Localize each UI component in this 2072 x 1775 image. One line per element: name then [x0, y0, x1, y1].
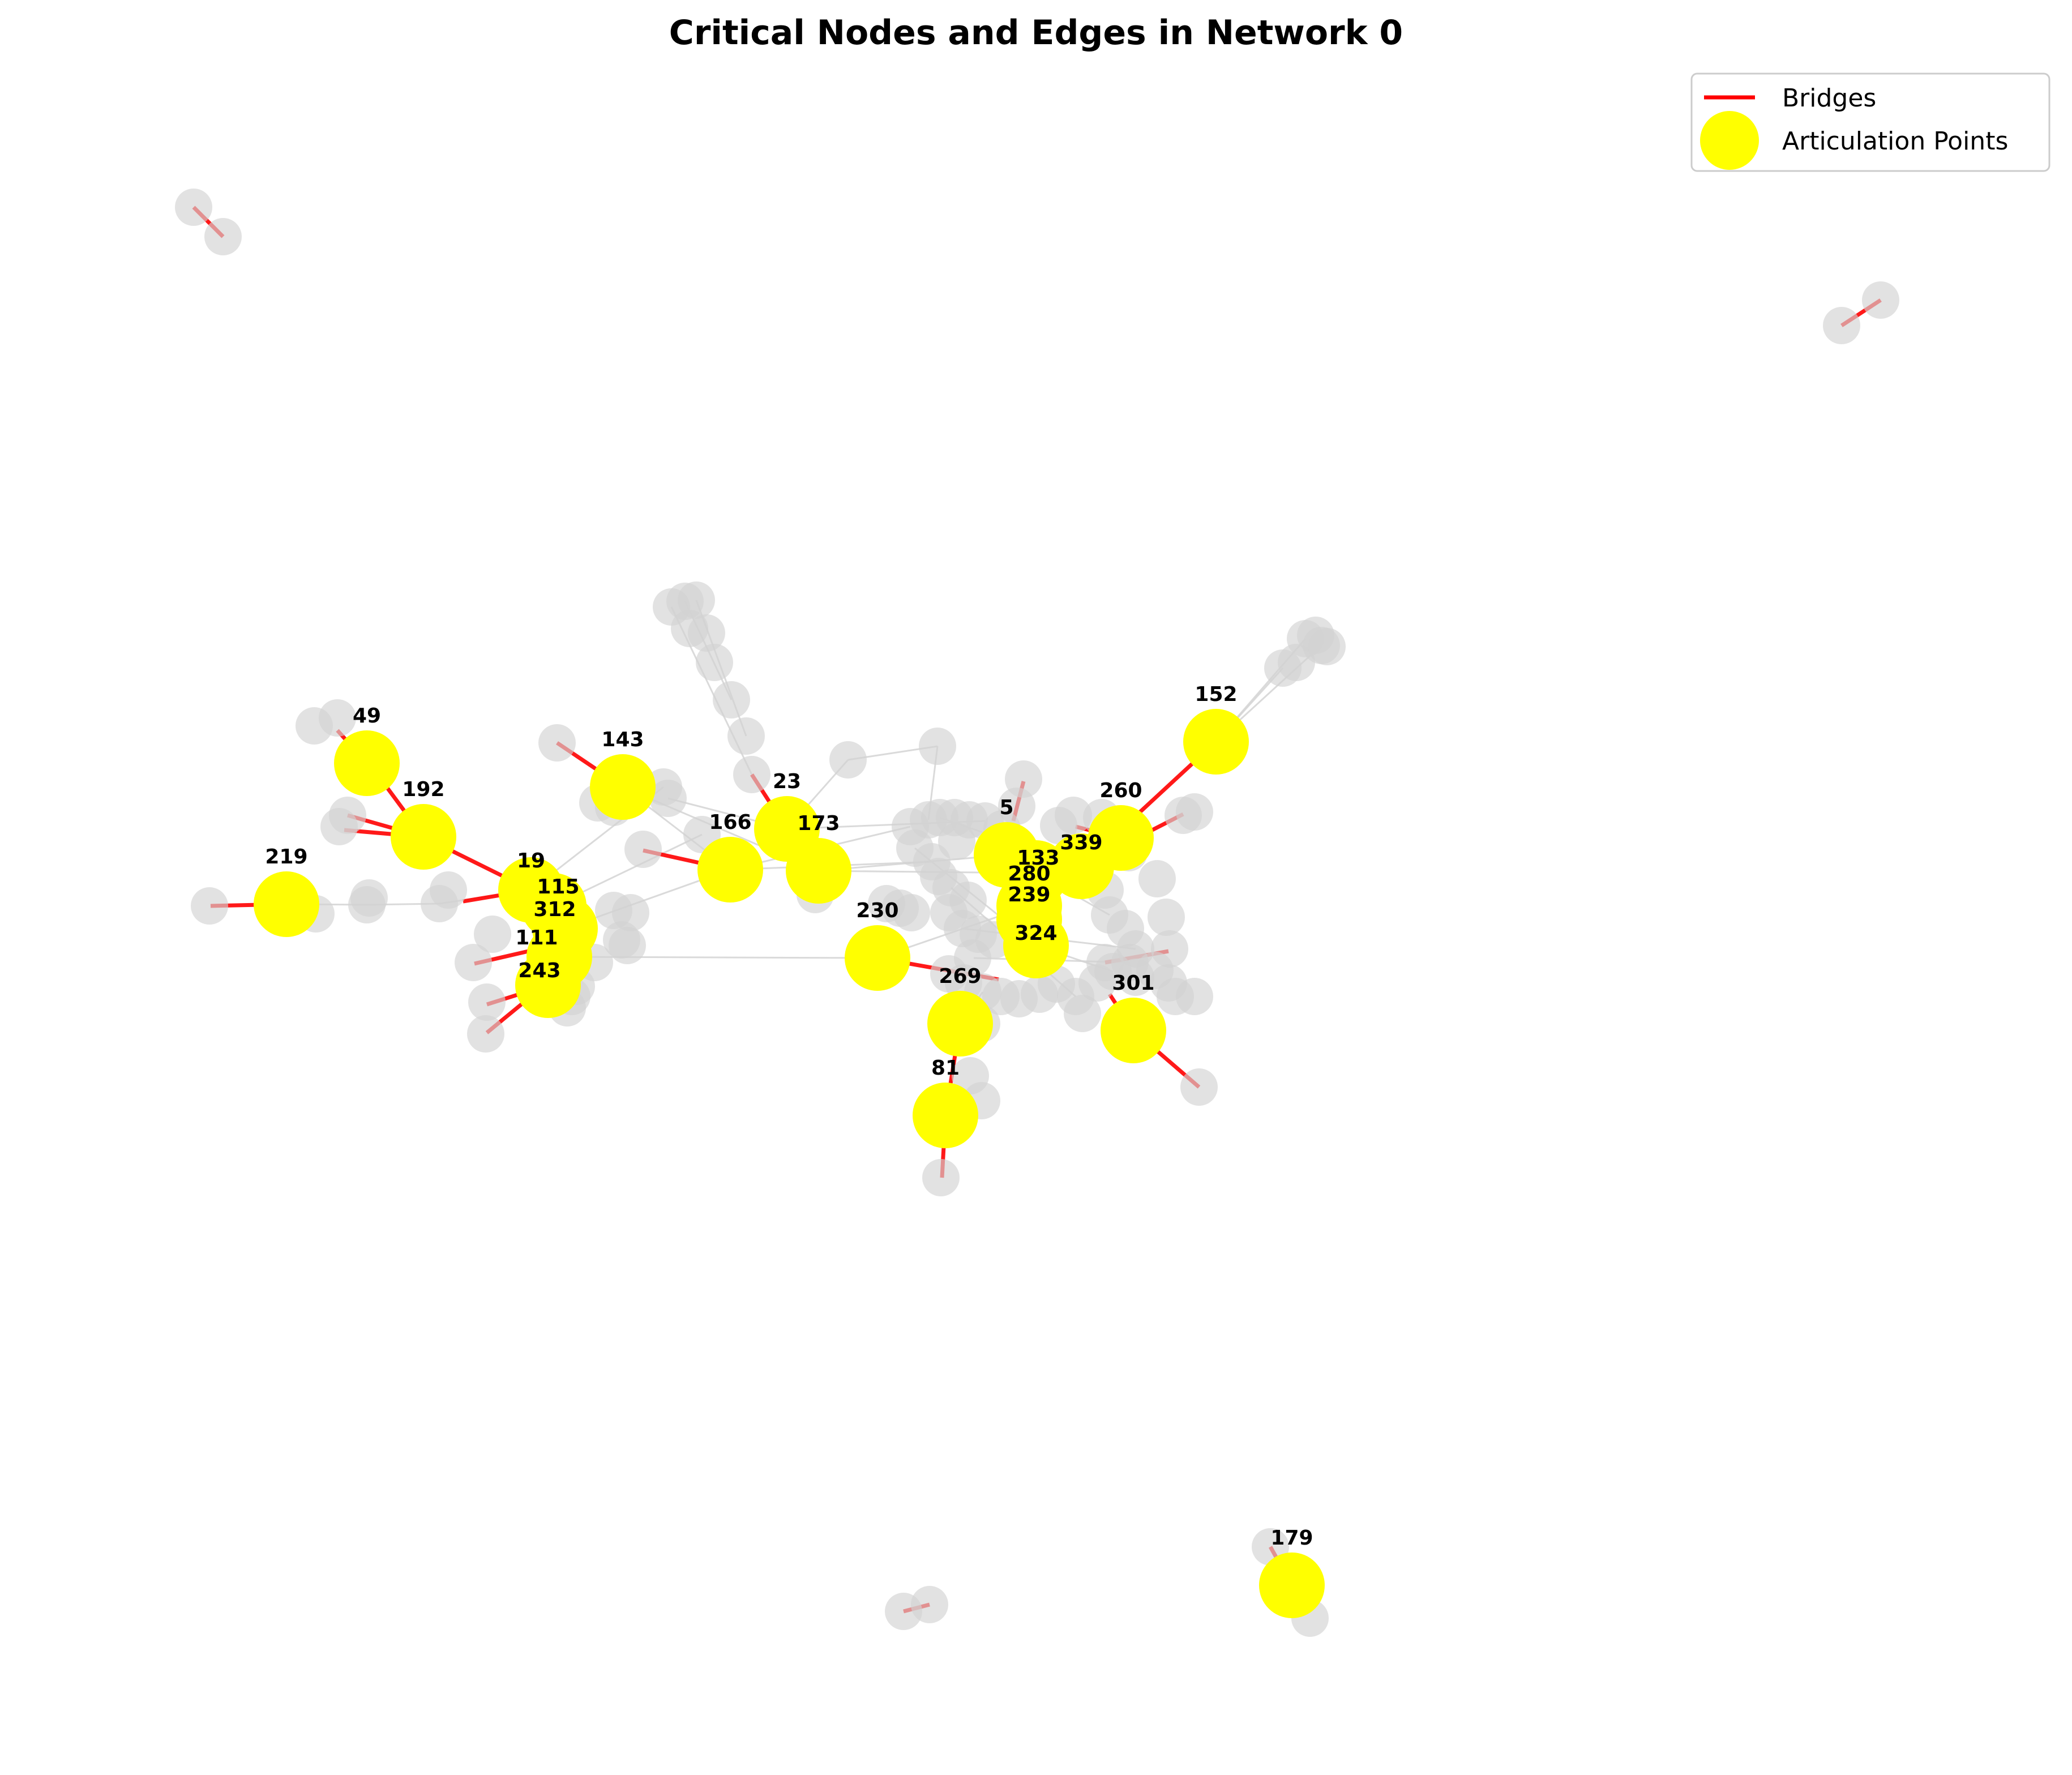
figure-title: Critical Nodes and Edges in Network 0	[669, 13, 1403, 53]
network-node	[1055, 797, 1092, 834]
legend: Bridges Articulation Points	[1690, 72, 2050, 172]
legend-articulation-swatch	[1700, 111, 1759, 170]
articulation-node-49	[334, 730, 400, 796]
network-node	[649, 780, 687, 817]
node-label-111: 111	[515, 926, 558, 949]
node-label-230: 230	[856, 899, 898, 922]
network-node	[350, 879, 388, 917]
network-node	[696, 644, 733, 681]
network-node	[893, 894, 930, 931]
articulation-node-230	[845, 925, 910, 991]
node-label-23: 23	[773, 770, 801, 793]
articulation-node-173	[786, 838, 851, 904]
node-label-324: 324	[1014, 922, 1057, 945]
network-node	[538, 724, 576, 762]
network-node	[938, 823, 975, 860]
articulation-node-243	[515, 952, 581, 1018]
node-label-269: 269	[939, 965, 981, 988]
node-label-19: 19	[517, 849, 545, 872]
node-label-152: 152	[1195, 683, 1237, 706]
network-node	[1176, 793, 1213, 831]
node-label-339: 339	[1060, 831, 1102, 854]
network-node	[919, 728, 956, 765]
articulation-node-324	[1003, 913, 1069, 978]
network-node	[713, 681, 750, 718]
articulation-node-81	[913, 1083, 978, 1148]
network-node	[624, 831, 662, 868]
articulation-node-339	[1048, 833, 1114, 899]
node-label-166: 166	[709, 811, 751, 834]
network-node	[678, 581, 715, 619]
articulation-node-269	[927, 991, 993, 1057]
legend-frame	[1690, 72, 2050, 172]
network-node	[474, 916, 511, 953]
node-label-192: 192	[402, 778, 444, 801]
network-node	[911, 1586, 948, 1623]
network-node	[688, 614, 725, 652]
network-node	[829, 741, 867, 779]
network-node	[1180, 1068, 1218, 1106]
node-label-5: 5	[999, 796, 1013, 819]
node-label-115: 115	[537, 875, 579, 899]
network-node	[1148, 899, 1185, 936]
network-edge	[559, 956, 878, 959]
network-node	[998, 788, 1035, 825]
network-node	[733, 756, 770, 793]
network-node	[1823, 307, 1860, 344]
network-node	[467, 1015, 504, 1053]
node-label-219: 219	[265, 845, 307, 869]
legend-articulation-label: Articulation Points	[1782, 127, 2008, 156]
articulation-node-166	[697, 837, 763, 903]
network-node	[1176, 978, 1213, 1015]
node-label-179: 179	[1270, 1526, 1313, 1550]
node-label-301: 301	[1112, 972, 1154, 995]
articulation-nodes	[254, 709, 1325, 1618]
node-label-133: 133	[1017, 846, 1059, 870]
node-label-260: 260	[1099, 779, 1142, 802]
network-node	[1151, 930, 1188, 968]
network-node	[204, 218, 242, 255]
node-label-239: 239	[1008, 883, 1050, 906]
node-label-143: 143	[601, 728, 644, 751]
node-label-243: 243	[518, 959, 560, 982]
node-label-280: 280	[1008, 862, 1050, 886]
network-node	[1064, 995, 1101, 1032]
network-node	[455, 944, 492, 981]
legend-bridges-label: Bridges	[1782, 84, 1876, 113]
network-node	[1086, 944, 1124, 981]
articulation-node-143	[590, 754, 656, 820]
articulation-node-301	[1101, 998, 1166, 1063]
network-node	[191, 887, 228, 925]
network-node	[319, 699, 356, 737]
network-node	[609, 927, 646, 964]
network-node	[320, 808, 358, 845]
network-node	[727, 717, 765, 755]
node-label-173: 173	[797, 812, 840, 835]
articulation-node-192	[391, 804, 456, 870]
network-node	[1138, 860, 1176, 897]
articulation-node-219	[254, 871, 319, 937]
network-node	[1862, 281, 1899, 319]
articulation-node-152	[1183, 709, 1249, 775]
network-node	[175, 189, 212, 226]
node-label-81: 81	[931, 1057, 960, 1080]
node-label-49: 49	[353, 704, 381, 728]
network-node	[1308, 628, 1346, 665]
node-label-312: 312	[533, 898, 576, 921]
network-node	[430, 871, 467, 909]
network-node	[922, 1159, 960, 1196]
articulation-node-179	[1259, 1552, 1325, 1618]
network-node	[468, 983, 506, 1021]
